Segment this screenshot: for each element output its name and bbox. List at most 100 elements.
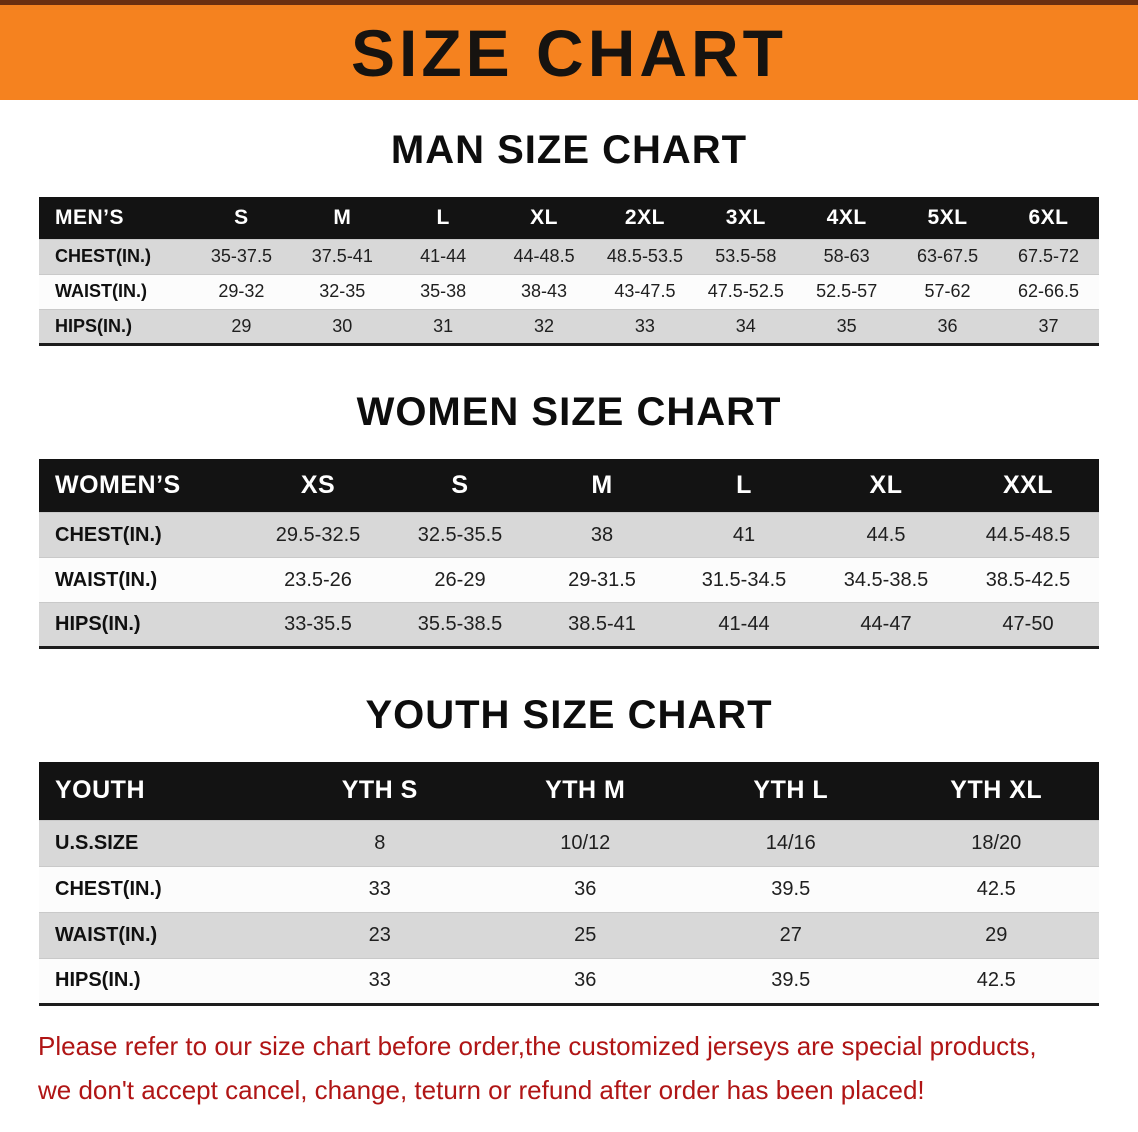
size-value-cell: 33 (277, 865, 483, 912)
table-row: WAIST(IN.) 23 25 27 29 (39, 911, 1099, 958)
size-column-header: 5XL (897, 197, 998, 239)
men-section-heading: MAN SIZE CHART (390, 128, 748, 172)
disclaimer: Please refer to our size chart before or… (38, 1024, 1128, 1112)
size-value-cell: 52.5-57 (796, 273, 898, 309)
page-title: SIZE CHART (351, 15, 787, 90)
size-value-cell: 32-35 (291, 273, 393, 309)
size-column-header: YTH L (688, 762, 894, 820)
men-size-table: MEN’S S M L XL 2XL 3XL 4XL 5XL 6XL CHEST(IN.) 35-37… (39, 197, 1099, 346)
measure-label-cell: WAIST(IN.) (39, 557, 247, 603)
size-column-header: 6XL (998, 197, 1099, 239)
youth-section-heading: YOUTH SIZE CHART (365, 693, 773, 737)
size-value-cell: 62-66.5 (998, 273, 1099, 309)
size-column-header: XS (247, 458, 389, 513)
size-value-cell: 44.5 (815, 512, 957, 558)
table-title-cell: MEN’S (39, 197, 191, 239)
size-value-cell: 36 (482, 865, 688, 912)
size-column-header: S (389, 458, 531, 513)
table-row: U.S.SIZE 8 10/12 14/16 18/20 (39, 819, 1099, 866)
size-value-cell: 44-47 (815, 602, 957, 648)
size-column-header: YTH M (482, 762, 688, 820)
size-table: MEN’S S M L XL 2XL 3XL 4XL 5XL 6XL CHEST(IN.) 35-37… (39, 197, 1099, 346)
size-value-cell: 42.5 (893, 957, 1099, 1004)
measure-label-cell: HIPS(IN.) (39, 602, 247, 648)
size-column-header: 2XL (594, 197, 696, 239)
size-value-cell: 34.5-38.5 (815, 557, 957, 603)
men-size-section: MAN SIZE CHART MEN’S S M L XL 2XL 3XL 4XL 5XL 6XL… (0, 128, 1138, 346)
size-value-cell: 23 (277, 911, 483, 958)
size-value-cell: 32 (493, 308, 595, 344)
size-column-header: XL (815, 458, 957, 513)
size-value-cell: 58-63 (796, 238, 898, 274)
size-value-cell: 47-50 (957, 602, 1099, 648)
table-header-row: WOMEN’S XS S M L XL XXL (39, 458, 1099, 513)
table-title-cell: WOMEN’S (39, 458, 247, 513)
size-value-cell: 8 (277, 819, 483, 866)
size-value-cell: 53.5-58 (695, 238, 797, 274)
size-value-cell: 33 (594, 308, 696, 344)
size-value-cell: 29.5-32.5 (247, 512, 389, 558)
size-value-cell: 31.5-34.5 (673, 557, 815, 603)
size-value-cell: 44-48.5 (493, 238, 595, 274)
table-row: WAIST(IN.) 23.5-26 26-29 29-31.5 31.5-34.5 34… (39, 557, 1099, 603)
size-value-cell: 57-62 (897, 273, 998, 309)
size-column-header: M (531, 458, 673, 513)
size-column-header: S (191, 197, 292, 239)
size-value-cell: 37 (998, 308, 1099, 344)
disclaimer-line-1: Please refer to our size chart before or… (38, 1030, 1037, 1061)
size-value-cell: 35-38 (392, 273, 494, 309)
size-value-cell: 41-44 (392, 238, 494, 274)
table-row: HIPS(IN.) 29 30 31 32 33 34 35 36 37 (39, 308, 1099, 344)
size-table: WOMEN’S XS S M L XL XXL CHEST(IN.) 29.5-32.5 32.5… (39, 458, 1099, 649)
size-value-cell: 38.5-41 (531, 602, 673, 648)
size-value-cell: 41 (673, 512, 815, 558)
size-value-cell: 18/20 (893, 819, 1099, 866)
size-value-cell: 34 (695, 308, 797, 344)
table-row: HIPS(IN.) 33-35.5 35.5-38.5 38.5-41 41-44 44-… (39, 602, 1099, 648)
size-value-cell: 43-47.5 (594, 273, 696, 309)
size-value-cell: 48.5-53.5 (594, 238, 696, 274)
size-value-cell: 67.5-72 (998, 238, 1099, 274)
size-value-cell: 38-43 (493, 273, 595, 309)
size-column-header: M (291, 197, 393, 239)
size-value-cell: 33 (277, 957, 483, 1004)
size-value-cell: 39.5 (688, 865, 894, 912)
measure-label-cell: CHEST(IN.) (39, 512, 247, 558)
size-value-cell: 36 (897, 308, 998, 344)
women-size-section: WOMEN SIZE CHART WOMEN’S XS S M L XL XXL CHEST(… (0, 389, 1138, 649)
size-value-cell: 44.5-48.5 (957, 512, 1099, 558)
youth-size-table: YOUTH YTH S YTH M YTH L YTH XL U.S.SIZE 8 10/12… (39, 762, 1099, 1006)
size-value-cell: 35 (796, 308, 898, 344)
size-value-cell: 47.5-52.5 (695, 273, 797, 309)
size-column-header: XXL (957, 458, 1099, 513)
size-value-cell: 33-35.5 (247, 602, 389, 648)
measure-label-cell: U.S.SIZE (39, 819, 277, 866)
measure-label-cell: HIPS(IN.) (39, 957, 277, 1004)
size-value-cell: 25 (482, 911, 688, 958)
size-value-cell: 42.5 (893, 865, 1099, 912)
size-value-cell: 35.5-38.5 (389, 602, 531, 648)
size-value-cell: 30 (291, 308, 393, 344)
measure-label-cell: CHEST(IN.) (39, 238, 191, 274)
size-column-header: XL (493, 197, 595, 239)
measure-label-cell: HIPS(IN.) (39, 308, 191, 344)
table-row: CHEST(IN.) 35-37.5 37.5-41 41-44 44-48.5 48.5… (39, 238, 1099, 274)
size-value-cell: 14/16 (688, 819, 894, 866)
size-value-cell: 27 (688, 911, 894, 958)
youth-size-section: YOUTH SIZE CHART YOUTH YTH S YTH M YTH L YTH… (0, 693, 1138, 1006)
table-row: WAIST(IN.) 29-32 32-35 35-38 38-43 43-47.5 47.… (39, 273, 1099, 309)
size-column-header: L (392, 197, 494, 239)
size-column-header: 3XL (695, 197, 797, 239)
size-value-cell: 23.5-26 (247, 557, 389, 603)
women-section-heading: WOMEN SIZE CHART (356, 389, 782, 434)
size-value-cell: 41-44 (673, 602, 815, 648)
measure-label-cell: CHEST(IN.) (39, 865, 277, 912)
measure-label-cell: WAIST(IN.) (39, 273, 191, 309)
size-value-cell: 29-31.5 (531, 557, 673, 603)
size-column-header: L (673, 458, 815, 513)
disclaimer-line-2: we don't accept cancel, change, teturn o… (38, 1074, 925, 1105)
size-value-cell: 29 (893, 911, 1099, 958)
size-value-cell: 38 (531, 512, 673, 558)
size-value-cell: 38.5-42.5 (957, 557, 1099, 603)
